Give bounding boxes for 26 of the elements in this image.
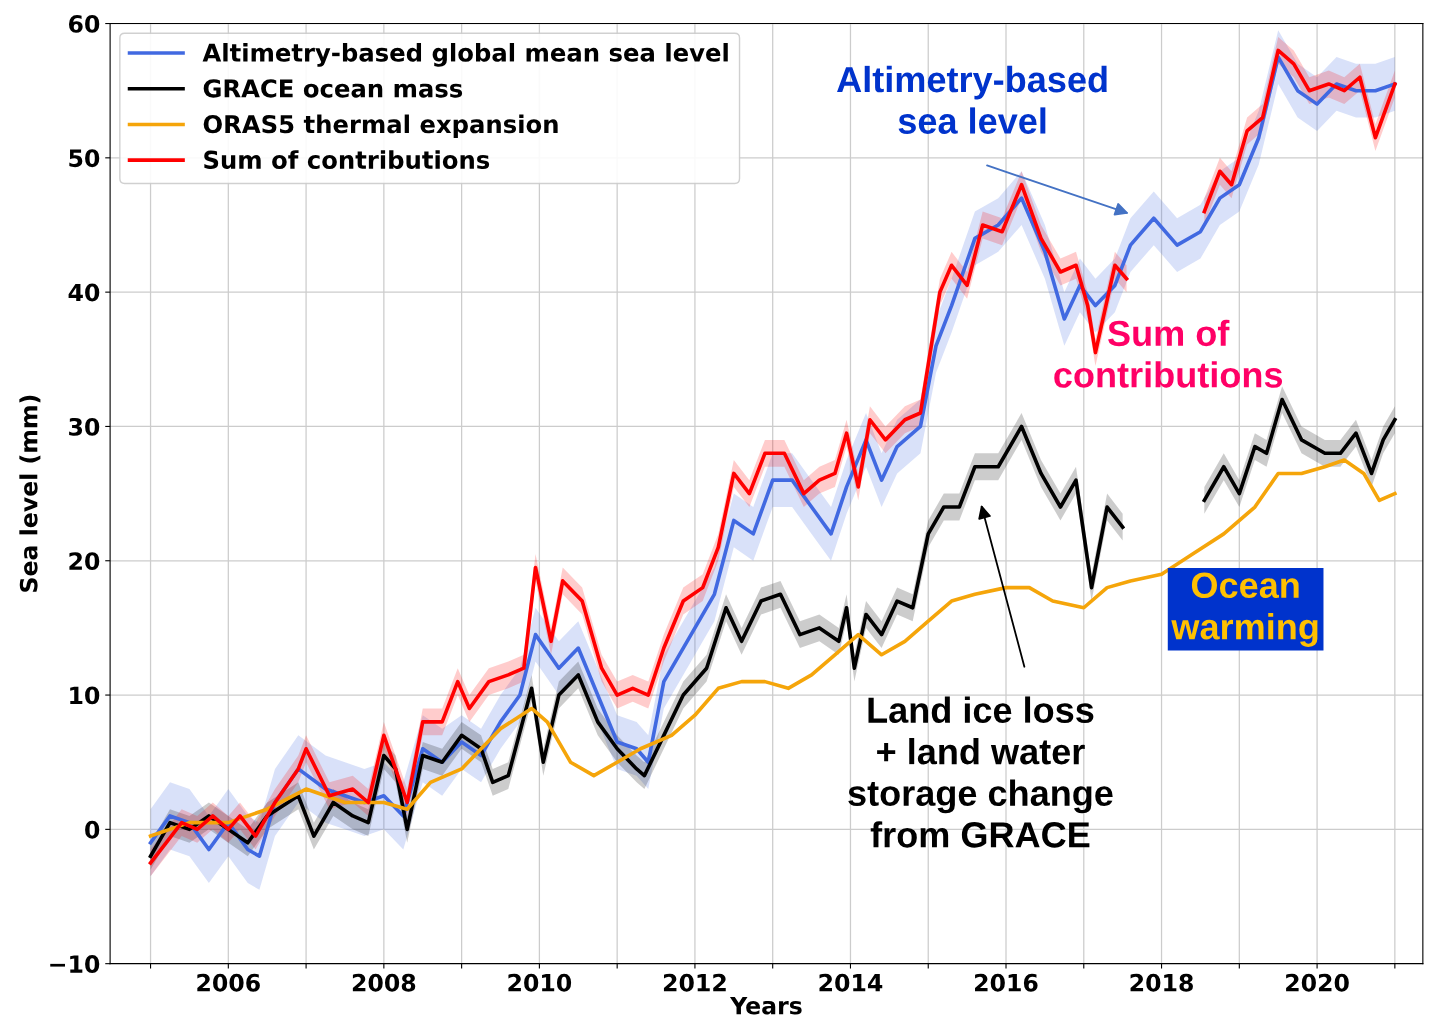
annotation: Land ice loss + land water storage change from GRACE [848,696,1113,848]
y-tick-label: 10 [70,686,100,705]
y-tick-label: 50 [69,149,100,168]
y-tick-label: −10 [50,955,100,973]
y-tick-label: 20 [69,552,100,571]
x-tick-label: 2016 [975,973,1038,992]
y-tick-label: 30 [69,417,100,436]
legend-label: Sum of contributions [204,150,490,170]
x-tick-label: 2014 [819,973,883,992]
y-tick-label: 40 [68,283,100,302]
legend-label: GRACE ocean mass [203,79,463,98]
x-tick-label: 2018 [1130,973,1193,992]
annotation: Sum of contributions [1054,319,1283,388]
x-tick-label: 2008 [352,973,416,992]
x-tick-label: 2020 [1286,973,1349,992]
legend-label: ORAS5 thermal expansion [203,114,558,139]
x-tick-label: 2010 [508,973,572,992]
x-tick-label: 2006 [197,973,260,992]
y-axis-title: Sea level (mm) [19,395,41,592]
y-tick-label: 0 [85,820,100,839]
y-tick-label: 60 [69,14,100,33]
annotation: Ocean warming [1171,572,1318,647]
x-tick-label: 2012 [663,973,726,992]
x-axis-title: Years [729,996,802,1015]
annotation: Altimetry-based sea level [837,65,1107,134]
legend-label: Altimetry-based global mean sea level [202,42,728,67]
